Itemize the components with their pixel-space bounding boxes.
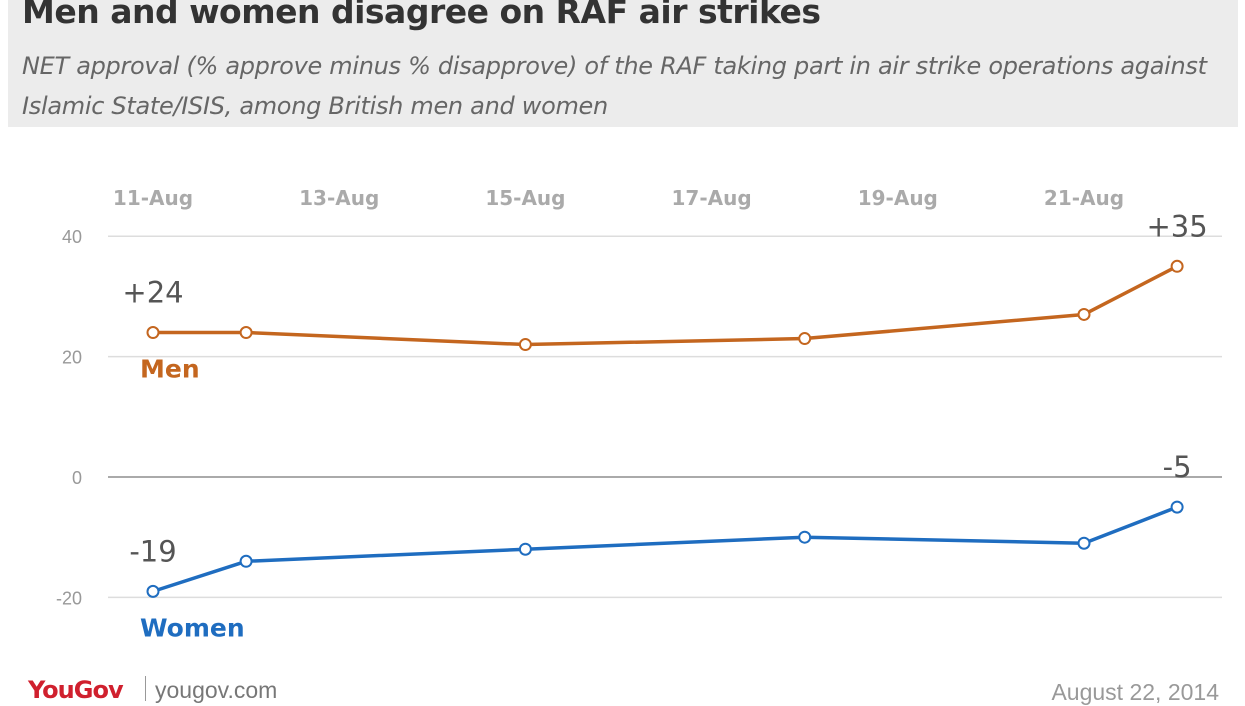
x-tick-label: 11-Aug xyxy=(113,186,193,210)
x-tick-label: 13-Aug xyxy=(299,186,379,210)
data-point xyxy=(1077,307,1091,321)
series-label-women: Women xyxy=(140,613,245,642)
data-point xyxy=(239,326,253,340)
footer-divider xyxy=(145,676,146,701)
data-point xyxy=(518,338,532,352)
x-tick-label: 19-Aug xyxy=(858,186,938,210)
header xyxy=(8,0,1238,127)
x-tick-label: 17-Aug xyxy=(672,186,752,210)
data-label: +35 xyxy=(1146,209,1207,243)
footer-site: yougov.com xyxy=(155,677,278,703)
data-point xyxy=(798,530,812,544)
chart-subtitle: NET approval (% approve minus % disappro… xyxy=(22,52,1207,120)
data-point xyxy=(146,326,160,340)
x-tick-label: 15-Aug xyxy=(485,186,565,210)
data-label: -5 xyxy=(1163,450,1192,484)
footer-date: August 22, 2014 xyxy=(1051,679,1219,705)
data-point xyxy=(239,554,253,568)
data-label: -19 xyxy=(129,534,176,568)
y-tick-label: -20 xyxy=(56,588,82,608)
chart-title: Men and women disagree on RAF air strike… xyxy=(22,0,821,31)
yougov-logo: YouGov xyxy=(28,676,124,704)
y-tick-label: 40 xyxy=(62,227,82,247)
data-point xyxy=(1170,259,1184,273)
data-point xyxy=(518,542,532,556)
data-point xyxy=(146,584,160,598)
y-tick-label: 20 xyxy=(62,348,82,368)
series-line-men xyxy=(153,264,1178,347)
data-point xyxy=(798,332,812,346)
data-point xyxy=(1077,536,1091,550)
y-tick-label: 0 xyxy=(72,468,82,488)
data-point xyxy=(1170,500,1184,514)
series-line-women xyxy=(152,505,1178,594)
series-label-men: Men xyxy=(140,355,200,384)
data-label: +24 xyxy=(122,276,183,310)
x-tick-label: 21-Aug xyxy=(1044,186,1124,210)
